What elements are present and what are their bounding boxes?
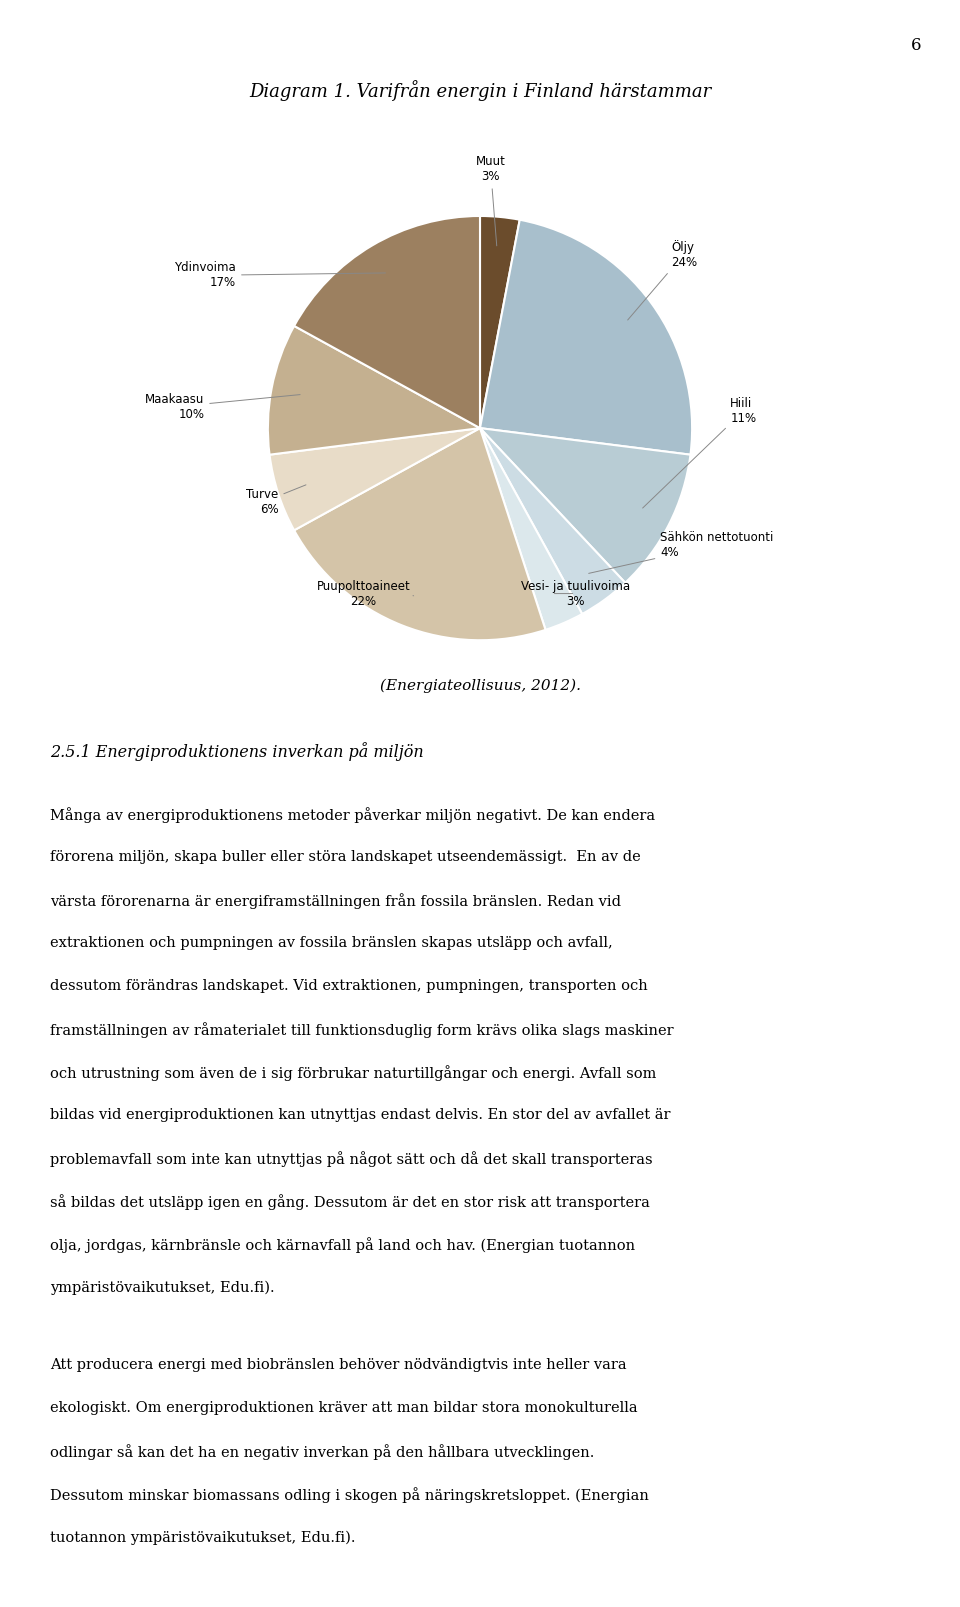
Wedge shape — [268, 326, 480, 455]
Text: (Energiateollisuus, 2012).: (Energiateollisuus, 2012). — [379, 678, 581, 693]
Text: ekologiskt. Om energiproduktionen kräver att man bildar stora monokulturella: ekologiskt. Om energiproduktionen kräver… — [50, 1401, 637, 1416]
Text: extraktionen och pumpningen av fossila bränslen skapas utsläpp och avfall,: extraktionen och pumpningen av fossila b… — [50, 935, 612, 950]
Wedge shape — [480, 220, 692, 455]
Wedge shape — [480, 427, 690, 583]
Wedge shape — [294, 427, 545, 640]
Text: Puupolttoaineet
22%: Puupolttoaineet 22% — [317, 580, 414, 607]
Text: 2.5.1 Energiproduktionens inverkan på miljön: 2.5.1 Energiproduktionens inverkan på mi… — [50, 742, 423, 762]
Text: så bildas det utsläpp igen en gång. Dessutom är det en stor risk att transporter: så bildas det utsläpp igen en gång. Dess… — [50, 1194, 650, 1210]
Text: ympäristövaikutukset, Edu.fi).: ympäristövaikutukset, Edu.fi). — [50, 1281, 275, 1295]
Wedge shape — [270, 427, 480, 530]
Text: dessutom förändras landskapet. Vid extraktionen, pumpningen, transporten och: dessutom förändras landskapet. Vid extra… — [50, 979, 648, 993]
Text: Många av energiproduktionens metoder påverkar miljön negativt. De kan endera: Många av energiproduktionens metoder påv… — [50, 807, 655, 823]
Text: Att producera energi med biobränslen behöver nödvändigtvis inte heller vara: Att producera energi med biobränslen beh… — [50, 1358, 627, 1372]
Text: Hiili
11%: Hiili 11% — [642, 397, 756, 508]
Text: Sähkön nettotuonti
4%: Sähkön nettotuonti 4% — [588, 530, 774, 574]
Wedge shape — [480, 427, 582, 630]
Text: tuotannon ympäristövaikutukset, Edu.fi).: tuotannon ympäristövaikutukset, Edu.fi). — [50, 1530, 355, 1544]
Text: odlingar så kan det ha en negativ inverkan på den hållbara utvecklingen.: odlingar så kan det ha en negativ inverk… — [50, 1445, 594, 1459]
Text: 6: 6 — [911, 37, 922, 55]
Text: Vesi- ja tuulivoima
3%: Vesi- ja tuulivoima 3% — [521, 580, 630, 607]
Text: Diagram 1. Varifrån energin i Finland härstammar: Diagram 1. Varifrån energin i Finland hä… — [249, 80, 711, 101]
Text: framställningen av råmaterialet till funktionsduglig form krävs olika slags mask: framställningen av råmaterialet till fun… — [50, 1022, 674, 1038]
Text: Turve
6%: Turve 6% — [246, 485, 306, 516]
Text: Maakaasu
10%: Maakaasu 10% — [145, 392, 300, 421]
Text: bildas vid energiproduktionen kan utnyttjas endast delvis. En stor del av avfall: bildas vid energiproduktionen kan utnytt… — [50, 1109, 670, 1122]
Text: förorena miljön, skapa buller eller störa landskapet utseendemässigt.  En av de: förorena miljön, skapa buller eller stör… — [50, 850, 640, 865]
Text: värsta förorenarna är energiframställningen från fossila bränslen. Redan vid: värsta förorenarna är energiframställnin… — [50, 893, 621, 908]
Text: Ydinvoima
17%: Ydinvoima 17% — [175, 262, 385, 289]
Text: Öljy
24%: Öljy 24% — [628, 239, 697, 320]
Text: olja, jordgas, kärnbränsle och kärnavfall på land och hav. (Energian tuotannon: olja, jordgas, kärnbränsle och kärnavfal… — [50, 1237, 636, 1253]
Text: Dessutom minskar biomassans odling i skogen på näringskretsloppet. (Energian: Dessutom minskar biomassans odling i sko… — [50, 1486, 649, 1503]
Wedge shape — [294, 215, 480, 427]
Text: Muut
3%: Muut 3% — [475, 156, 506, 246]
Text: problemavfall som inte kan utnyttjas på något sätt och då det skall transportera: problemavfall som inte kan utnyttjas på … — [50, 1151, 653, 1167]
Text: och utrustning som även de i sig förbrukar naturtillgångar och energi. Avfall so: och utrustning som även de i sig förbruk… — [50, 1065, 657, 1082]
Wedge shape — [480, 427, 625, 614]
Wedge shape — [480, 215, 519, 427]
